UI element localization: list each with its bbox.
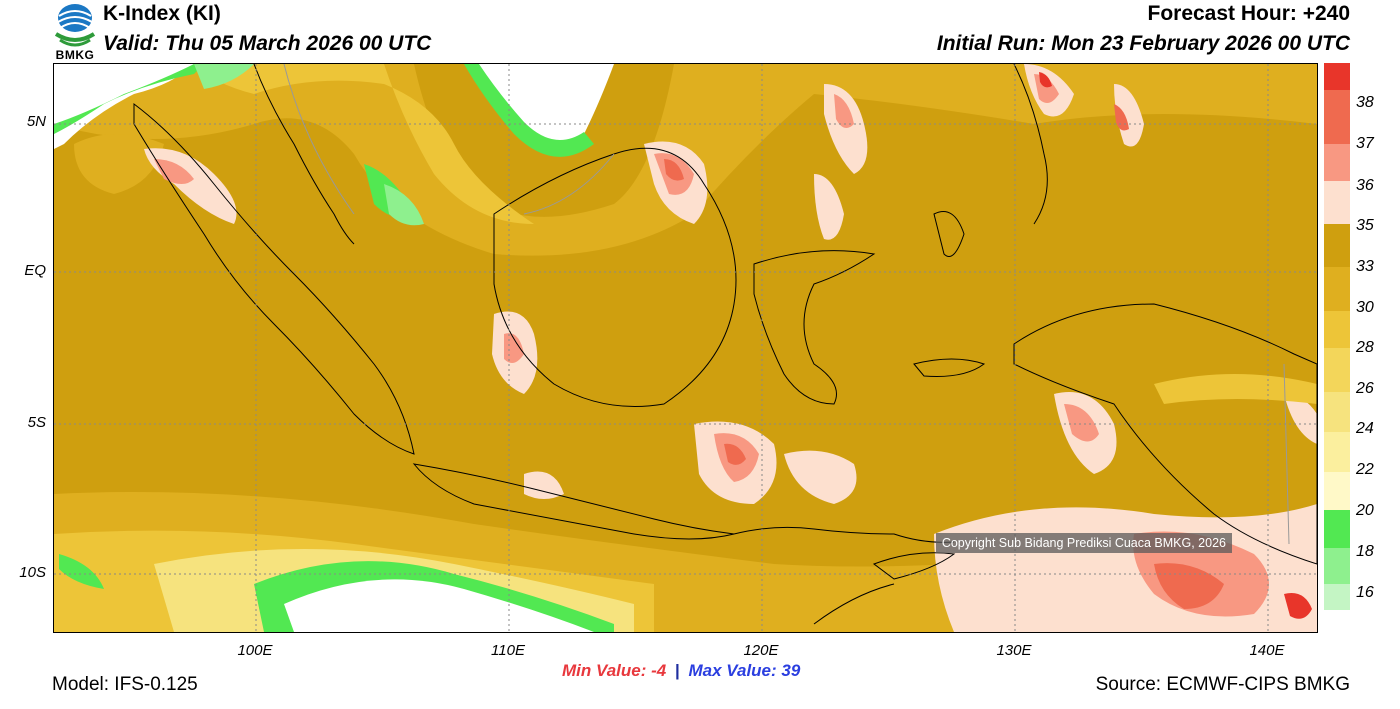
bmkg-logo-icon: [54, 4, 96, 47]
legend-label-28: 28: [1356, 339, 1374, 356]
legend-swatch-low: [1324, 584, 1350, 610]
max-value-label: Max Value:: [688, 661, 777, 680]
legend-label-38: 38: [1356, 94, 1374, 111]
valid-time: Valid: Thu 05 March 2026 00 UTC: [103, 32, 432, 55]
k-index-map: Copyright Sub Bidang Prediksi Cuaca BMKG…: [53, 63, 1318, 633]
lat-label-eq: EQ: [24, 262, 46, 279]
legend-swatch-36: [1324, 144, 1350, 181]
legend-label-26: 26: [1356, 380, 1374, 397]
chart-title: K-Index (KI): [103, 2, 221, 25]
legend-swatch-38: [1324, 63, 1350, 90]
legend-swatch-24: [1324, 392, 1350, 432]
legend-label-18: 18: [1356, 543, 1374, 560]
legend-swatch-16: [1324, 548, 1350, 584]
bmkg-logo-text: BMKG: [55, 48, 95, 62]
lon-label-120e: 120E: [743, 642, 779, 659]
min-value: -4: [651, 661, 667, 680]
legend-swatch-33: [1324, 224, 1350, 267]
lon-label-140e: 140E: [1249, 642, 1285, 659]
bmkg-logo: BMKG: [52, 2, 98, 62]
forecast-hour: Forecast Hour: +240: [1147, 2, 1351, 25]
legend-label-33: 33: [1356, 258, 1374, 275]
legend-label-35: 35: [1356, 217, 1374, 234]
legend-swatch-37: [1324, 90, 1350, 144]
min-max-values: Min Value: -4 | Max Value: 39: [562, 661, 800, 681]
legend-swatch-30: [1324, 267, 1350, 311]
legend-label-16: 16: [1356, 584, 1374, 601]
max-value: 39: [781, 661, 801, 680]
lat-label-5s: 5S: [27, 414, 46, 431]
lon-label-130e: 130E: [996, 642, 1032, 659]
legend-label-30: 30: [1356, 299, 1374, 316]
lat-label-10s: 10S: [19, 564, 46, 581]
copyright-note: Copyright Sub Bidang Prediksi Cuaca BMKG…: [935, 533, 1232, 553]
min-value-label: Min Value:: [562, 661, 647, 680]
legend-swatch-26: [1324, 348, 1350, 392]
initial-run: Initial Run: Mon 23 February 2026 00 UTC: [936, 32, 1350, 55]
lat-label-5n: 5N: [26, 113, 46, 130]
source-info: Source: ECMWF-CIPS BMKG: [1095, 674, 1350, 695]
legend-colorbar: [1324, 63, 1350, 631]
lon-label-100e: 100E: [237, 642, 273, 659]
legend-label-22: 22: [1356, 461, 1374, 478]
legend-swatch-20: [1324, 472, 1350, 510]
legend-swatch-18: [1324, 510, 1350, 548]
lon-label-110e: 110E: [491, 642, 525, 659]
legend-swatch-22: [1324, 432, 1350, 472]
legend-label-24: 24: [1356, 420, 1374, 437]
legend-swatch-35: [1324, 181, 1350, 224]
legend-swatch-28: [1324, 311, 1350, 348]
model-info: Model: IFS-0.125: [52, 674, 198, 695]
legend-label-36: 36: [1356, 177, 1374, 194]
legend-label-20: 20: [1356, 502, 1374, 519]
legend-swatch-min: [1324, 610, 1350, 631]
min-max-separator: |: [674, 661, 680, 680]
legend-label-37: 37: [1356, 135, 1374, 152]
